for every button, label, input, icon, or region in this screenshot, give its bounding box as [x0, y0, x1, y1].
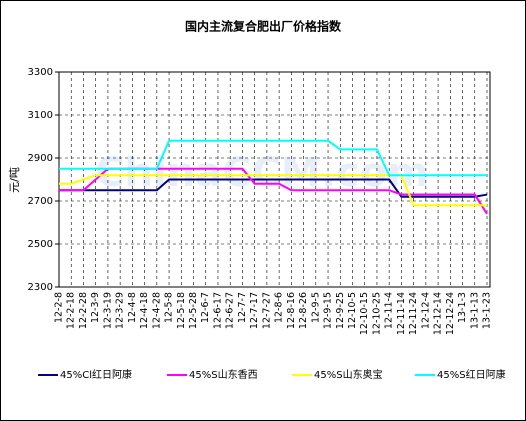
x-tick-label: 12-2-18 — [66, 292, 77, 329]
x-tick-label: 12-5-18 — [176, 292, 187, 329]
x-tick-label: 12-10-25 — [371, 292, 382, 335]
y-tick-label: 3100 — [28, 110, 53, 121]
y-tick-label: 2300 — [28, 282, 53, 293]
x-tick-label: 12-4-8 — [127, 292, 138, 323]
y-tick-label: 3300 — [28, 67, 53, 78]
x-tick-label: 12-12-24 — [445, 292, 456, 335]
x-tick-label: 12-8-16 — [286, 292, 297, 329]
y-tick-label: 2900 — [28, 153, 53, 164]
x-tick-label: 12-6-27 — [225, 292, 236, 329]
x-tick-label: 12-12-4 — [420, 292, 431, 329]
x-tick-label: 12-5-8 — [164, 292, 175, 323]
x-tick-label: 12-9-5 — [310, 292, 321, 323]
legend-label: 45%S山东奥宝 — [314, 368, 383, 381]
x-tick-label: 12-12-14 — [433, 292, 444, 335]
x-tick-label: 13-1-3 — [457, 292, 468, 323]
x-tick-label: 13-1-23 — [482, 292, 493, 329]
x-tick-label: 12-11-24 — [408, 292, 419, 335]
x-tick-label: 12-7-7 — [237, 292, 248, 323]
x-tick-label: 12-8-6 — [274, 292, 285, 323]
x-tick-label: 12-4-28 — [151, 292, 162, 329]
x-tick-label: 12-5-28 — [188, 292, 199, 329]
x-tick-label: 12-2-28 — [78, 292, 89, 329]
x-tick-label: 12-6-7 — [200, 292, 211, 323]
series-line — [59, 139, 487, 177]
x-tick-label: 12-9-15 — [323, 292, 334, 329]
x-tick-label: 12-3-29 — [115, 292, 126, 329]
legend-label: 45%Cl红日阿康 — [60, 368, 132, 381]
chart-title: 国内主流复合肥出厂价格指数 — [185, 19, 342, 34]
x-tick-label: 12-10-5 — [347, 292, 358, 329]
x-tick-label: 12-9-25 — [335, 292, 346, 329]
x-tick-label: 13-1-13 — [469, 292, 480, 329]
x-tick-label: 12-11-14 — [396, 292, 407, 335]
y-axis-label: 元/吨 — [8, 167, 21, 193]
x-tick-label: 12-7-27 — [261, 292, 272, 329]
x-tick-label: 12-6-17 — [212, 292, 223, 329]
y-tick-label: 2700 — [28, 196, 53, 207]
legend-label: 45%S红日阿康 — [437, 368, 506, 381]
x-tick-label: 12-11-4 — [384, 292, 395, 329]
watermark: ChinaCCM.com — [95, 150, 429, 196]
x-tick-label: 12-2-8 — [54, 292, 65, 323]
series-line — [59, 174, 487, 207]
x-tick-label: 12-3-9 — [90, 292, 101, 323]
series-line — [59, 178, 488, 198]
y-tick-label: 2500 — [28, 239, 53, 250]
x-tick-label: 12-4-18 — [139, 292, 150, 329]
legend-label: 45%S山东香西 — [189, 368, 258, 381]
x-tick-label: 12-8-26 — [298, 292, 309, 329]
plot-area — [58, 71, 491, 288]
x-tick-label: 12-3-19 — [102, 292, 113, 329]
x-tick-label: 12-10-15 — [359, 292, 370, 335]
x-tick-label: 12-7-17 — [249, 292, 260, 329]
